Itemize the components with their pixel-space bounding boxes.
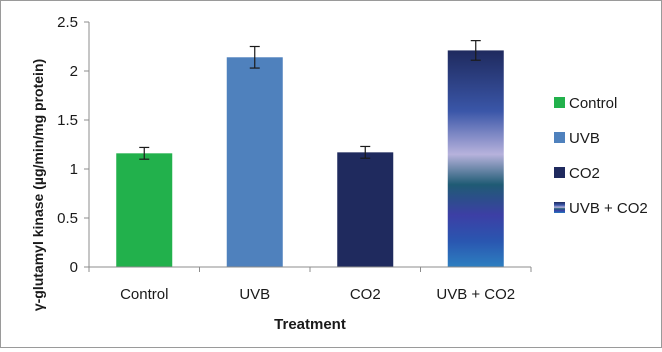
legend-swatch — [554, 132, 565, 143]
x-tick-label: UVB — [239, 286, 270, 303]
y-tick-label: 1 — [70, 161, 78, 178]
x-tick-label: Control — [120, 286, 168, 303]
y-tick-label: 0 — [70, 259, 78, 276]
bars — [116, 40, 504, 267]
y-axis-title: γ-glutamyl kinase (µg/min/mg protein) — [30, 59, 46, 311]
legend: Control UVB CO2 UVB + CO2 — [554, 95, 648, 217]
bar-co2 — [337, 152, 394, 267]
y-tick-label: 0.5 — [57, 210, 78, 227]
y-tick-label: 2.5 — [57, 14, 78, 31]
x-tick-label: UVB + CO2 — [436, 286, 515, 303]
legend-label: CO2 — [569, 165, 600, 182]
x-axis-title: Treatment — [274, 316, 346, 333]
y-tick-label: 2 — [70, 63, 78, 80]
bar-chart: γ-glutamyl kinase (µg/min/mg protein) 00… — [30, 14, 648, 333]
x-tick-label: CO2 — [350, 286, 381, 303]
legend-swatch — [554, 97, 565, 108]
legend-swatch — [554, 167, 565, 178]
x-axis: Control UVB CO2 UVB + CO2 — [88, 266, 532, 303]
y-axis: 0 0.5 1 1.5 2 2.5 — [57, 14, 90, 276]
legend-swatch — [554, 202, 565, 213]
bar-control — [116, 153, 173, 267]
bar-uvb-co2 — [447, 50, 504, 267]
legend-label: UVB — [569, 130, 600, 147]
legend-label: UVB + CO2 — [569, 200, 648, 217]
legend-label: Control — [569, 95, 617, 112]
y-tick-label: 1.5 — [57, 112, 78, 129]
bar-uvb — [226, 57, 283, 267]
